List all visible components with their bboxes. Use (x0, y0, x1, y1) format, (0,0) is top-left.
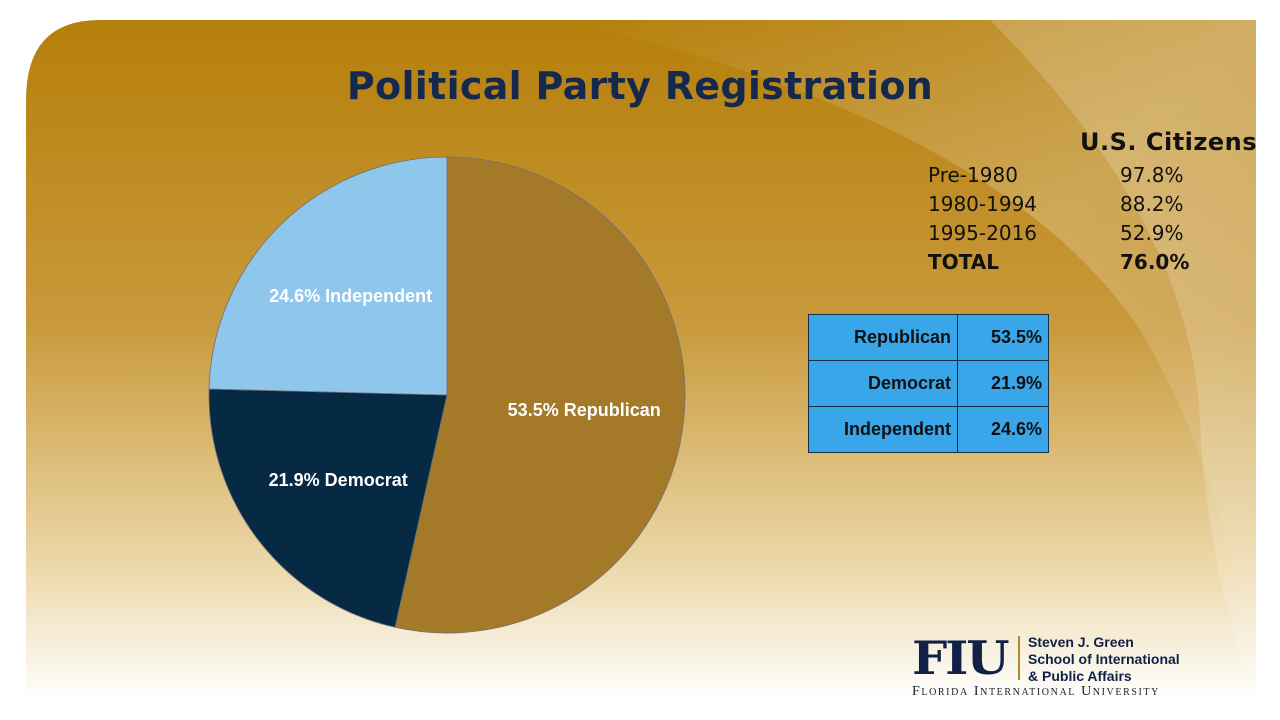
table-row: Republican 53.5% (808, 314, 1049, 361)
pie-slice-independent (208, 156, 448, 396)
logo-school-line: Steven J. Green (1028, 634, 1134, 650)
citizens-total-label: TOTAL (928, 250, 999, 274)
citizens-row: 1995-2016 52.9% (928, 221, 1258, 250)
pie-label-democrat: 21.9% Democrat (269, 470, 408, 490)
pie-chart: 53.5% Republican 21.9% Democrat 24.6% Inde… (208, 156, 686, 634)
citizens-total-row: TOTAL 76.0% (928, 250, 1258, 279)
page-title: Political Party Registration (346, 64, 934, 108)
pie-label-independent: 24.6% Independent (269, 286, 432, 306)
citizens-period: Pre-1980 (928, 163, 1018, 187)
table-row: Independent 24.6% (808, 406, 1049, 453)
pie-label-republican: 53.5% Republican (508, 400, 661, 420)
logo-school-line: School of International (1028, 651, 1180, 667)
logo-school-line: & Public Affairs (1028, 668, 1132, 684)
citizens-percent: 88.2% (1120, 192, 1184, 216)
citizens-percent: 97.8% (1120, 163, 1184, 187)
citizens-percent: 52.9% (1120, 221, 1184, 245)
citizens-total-percent: 76.0% (1120, 250, 1190, 274)
party-value: 53.5% (957, 314, 1049, 361)
fiu-logo: FIU Steven J. Green School of Internatio… (912, 634, 1202, 704)
party-value: 21.9% (957, 360, 1049, 407)
party-table: Republican 53.5% Democrat 21.9% Independ… (808, 314, 1049, 453)
citizens-header: U.S. Citizens (1080, 128, 1258, 156)
fiu-logo-mark: FIU (912, 631, 1010, 685)
party-name: Democrat (808, 360, 958, 407)
pie-slice-democrat (208, 388, 448, 628)
party-name: Republican (808, 314, 958, 361)
citizens-row: Pre-1980 97.8% (928, 163, 1258, 192)
party-value: 24.6% (957, 406, 1049, 453)
table-row: Democrat 21.9% (808, 360, 1049, 407)
citizens-period: 1995-2016 (928, 221, 1038, 245)
logo-university: Florida International University (912, 684, 1160, 699)
party-name: Independent (808, 406, 958, 453)
pie-slice-republican (394, 156, 686, 634)
logo-divider (1018, 636, 1020, 680)
citizens-period: 1980-1994 (928, 192, 1038, 216)
citizens-row: 1980-1994 88.2% (928, 192, 1258, 221)
